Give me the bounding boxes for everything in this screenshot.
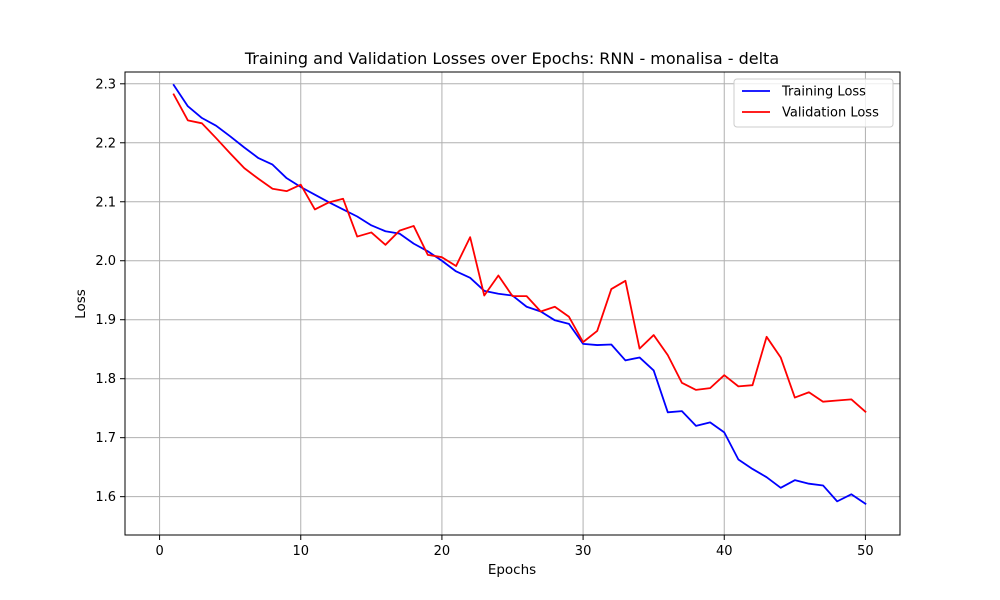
y-tick-label: 1.7 xyxy=(95,431,116,446)
x-tick-label: 0 xyxy=(155,544,163,559)
grid xyxy=(125,72,900,535)
x-tick-label: 50 xyxy=(857,544,874,559)
chart-title: Training and Validation Losses over Epoc… xyxy=(244,49,779,68)
y-tick-label: 2.3 xyxy=(95,77,116,92)
y-tick-label: 1.6 xyxy=(95,490,116,505)
y-axis-label: Loss xyxy=(73,289,89,319)
legend: Training Loss Validation Loss xyxy=(733,78,894,128)
legend-box xyxy=(733,78,894,128)
y-tick-label: 2.2 xyxy=(95,136,116,151)
y-tick-label: 2.1 xyxy=(95,195,116,210)
series-lines xyxy=(172,83,867,505)
x-tick-label: 20 xyxy=(434,544,451,559)
x-tick-label: 30 xyxy=(575,544,592,559)
series-line-validation-loss xyxy=(172,93,867,414)
y-tick-label: 2.0 xyxy=(95,254,116,269)
series-line-training-loss xyxy=(172,83,867,505)
y-tick-label: 1.8 xyxy=(95,372,116,387)
legend-label: Validation Loss xyxy=(782,106,879,121)
x-tick-label: 10 xyxy=(292,544,309,559)
x-axis-ticks: 0 10 20 30 40 50 xyxy=(155,535,874,559)
y-axis-ticks: 1.6 1.7 1.8 1.9 2.0 2.1 2.2 2.3 xyxy=(95,77,125,505)
x-axis-label: Epochs xyxy=(488,562,536,578)
x-tick-label: 40 xyxy=(716,544,733,559)
plot-frame xyxy=(124,71,901,536)
legend-label: Training Loss xyxy=(781,85,866,100)
y-tick-label: 1.9 xyxy=(95,313,116,328)
